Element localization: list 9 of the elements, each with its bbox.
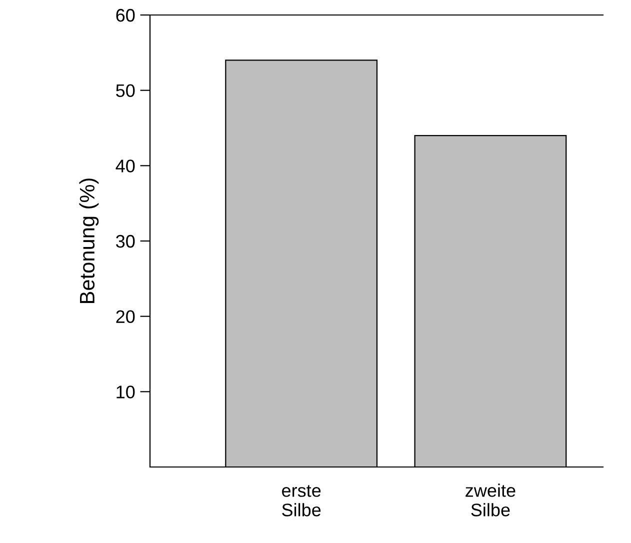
x-tick-label: zweite Silbe [466, 484, 516, 516]
y-tick-label: 40 [116, 160, 135, 172]
y-tick-label: 30 [116, 234, 135, 248]
y-tick-label: 50 [116, 84, 135, 98]
y-axis-title: Betonung (%) [79, 178, 99, 303]
x-tick-label: erste Silbe [282, 485, 321, 516]
y-tick-label: 10 [116, 386, 135, 398]
y-tick-label: 20 [116, 310, 135, 324]
y-tick-label: 60 [116, 8, 135, 22]
